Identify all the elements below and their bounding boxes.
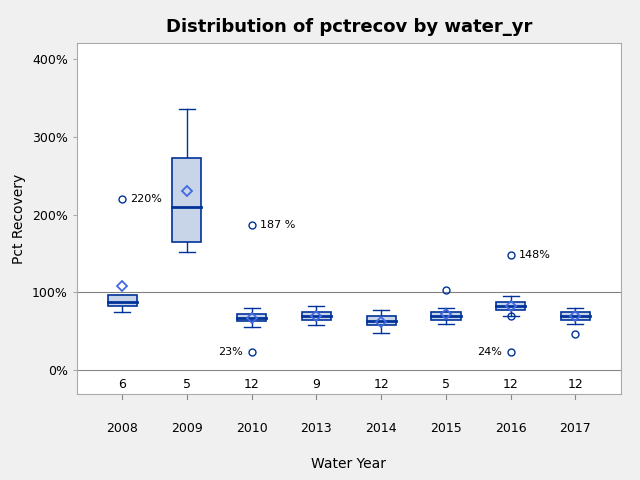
Text: 2008: 2008 [106,421,138,434]
FancyBboxPatch shape [431,312,461,320]
Y-axis label: Pct Recovery: Pct Recovery [12,173,26,264]
Text: 2016: 2016 [495,421,527,434]
Text: 6: 6 [118,378,126,391]
Text: 12: 12 [373,378,389,391]
Text: 5: 5 [183,378,191,391]
Text: 2013: 2013 [301,421,332,434]
Text: 2015: 2015 [430,421,462,434]
Text: 5: 5 [442,378,450,391]
Text: 148%: 148% [519,250,551,260]
Text: 2017: 2017 [559,421,591,434]
Text: 12: 12 [503,378,518,391]
FancyBboxPatch shape [302,312,331,320]
FancyBboxPatch shape [561,312,590,320]
Text: 12: 12 [568,378,583,391]
Text: 2009: 2009 [171,421,203,434]
FancyBboxPatch shape [237,314,266,321]
Text: Water Year: Water Year [311,456,387,471]
Text: 2010: 2010 [236,421,268,434]
Title: Distribution of pctrecov by water_yr: Distribution of pctrecov by water_yr [166,18,532,36]
Text: 12: 12 [244,378,260,391]
Text: 2014: 2014 [365,421,397,434]
Text: 220%: 220% [131,194,163,204]
Text: 23%: 23% [218,348,243,357]
FancyBboxPatch shape [367,316,396,325]
Text: 24%: 24% [477,347,502,357]
FancyBboxPatch shape [172,158,202,242]
Text: 187 %: 187 % [260,220,296,229]
FancyBboxPatch shape [108,295,137,306]
Text: 9: 9 [312,378,321,391]
FancyBboxPatch shape [496,302,525,310]
